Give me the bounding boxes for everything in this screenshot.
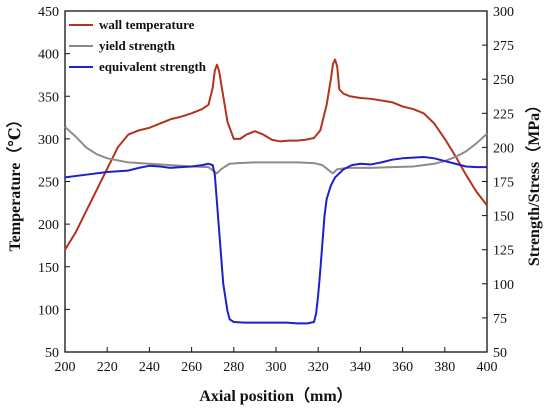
legend-item-label: wall temperature xyxy=(99,17,195,32)
y-right-tick-label: 200 xyxy=(493,141,514,156)
x-tick-label: 360 xyxy=(392,360,413,375)
y-right-tick-label: 275 xyxy=(493,39,514,54)
x-tick-label: 380 xyxy=(434,360,455,375)
x-tick-label: 200 xyxy=(55,360,76,375)
y-right-tick-label: 300 xyxy=(493,5,514,20)
series-line-wall-temperature xyxy=(64,58,488,251)
legend-item-label: equivalent strength xyxy=(99,59,207,74)
y-right-tick-label: 75 xyxy=(493,312,507,327)
y-right-tick-label: 100 xyxy=(493,278,514,293)
y-left-tick-label: 50 xyxy=(45,346,59,361)
y-right-tick-label: 125 xyxy=(493,244,514,259)
x-tick-label: 400 xyxy=(477,360,498,375)
y-left-tick-label: 100 xyxy=(38,303,59,318)
y-left-tick-label: 250 xyxy=(38,176,59,191)
y-left-tick-label: 350 xyxy=(38,90,59,105)
y-right-tick-label: 250 xyxy=(493,73,514,88)
x-tick-label: 240 xyxy=(139,360,160,375)
ticks-layer: 200 220 240 260 280 300 320 340 360 380 4005010015… xyxy=(38,5,514,375)
series-line-equivalent-strength xyxy=(64,155,487,325)
y-left-tick-label: 450 xyxy=(38,5,59,20)
x-axis-label: Axial position（mm） xyxy=(199,387,352,405)
x-tick-label: 300 xyxy=(266,360,287,375)
y-left-tick-label: 200 xyxy=(38,218,59,233)
y-right-tick-label: 150 xyxy=(493,210,514,225)
y-left-tick-label: 300 xyxy=(38,133,59,148)
series-line-yield-strength xyxy=(64,126,488,175)
x-tick-label: 220 xyxy=(97,360,118,375)
x-tick-label: 340 xyxy=(350,360,371,375)
y-right-tick-label: 50 xyxy=(493,346,507,361)
x-tick-label: 320 xyxy=(308,360,329,375)
legend-item-label: yield strength xyxy=(99,38,176,53)
x-tick-label: 280 xyxy=(223,360,244,375)
legend: wall temperature yield strength equivalent… xyxy=(69,17,207,74)
y-axis-left-label: Temperature（℃） xyxy=(6,111,24,251)
series-layer xyxy=(64,58,488,325)
y-left-tick-label: 400 xyxy=(38,48,59,63)
y-right-tick-label: 175 xyxy=(493,176,514,191)
y-axis-right-label: Strength/Stress（MPa） xyxy=(525,97,543,266)
y-left-tick-label: 150 xyxy=(38,261,59,276)
y-right-tick-label: 225 xyxy=(493,107,514,122)
x-tick-label: 260 xyxy=(181,360,202,375)
